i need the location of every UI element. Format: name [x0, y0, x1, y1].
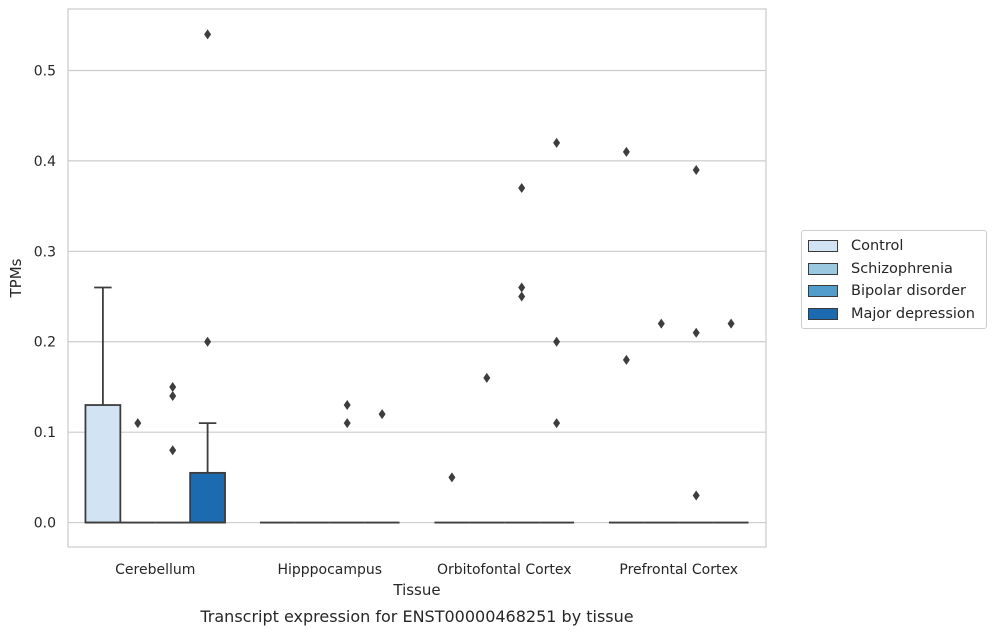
legend-item: Control	[802, 235, 986, 258]
x-tick-label: Cerebellum	[115, 562, 195, 578]
y-tick-label: 0.5	[34, 63, 56, 79]
legend-item: Bipolar disorder	[802, 280, 986, 303]
outlier-point	[553, 137, 561, 148]
x-tick-label: Hipppocampus	[277, 562, 382, 578]
outlier-point	[378, 409, 386, 420]
legend-item: Major depression	[802, 303, 986, 326]
outlier-point	[518, 183, 526, 194]
y-axis-title: TPMs	[7, 258, 25, 298]
outlier-point	[622, 354, 630, 365]
box	[84, 286, 122, 524]
box-rect	[189, 471, 226, 524]
legend-label: Bipolar disorder	[851, 283, 966, 300]
outlier-point	[204, 336, 212, 347]
box	[189, 422, 226, 524]
legend-label: Major depression	[851, 306, 975, 323]
outlier-point	[448, 472, 456, 483]
x-axis-title: Tissue	[392, 581, 440, 599]
box-rect	[84, 404, 122, 524]
y-axis-ticks: 0.0 0.1 0.2 0.3 0.4 0.5	[34, 63, 56, 531]
outlier-point	[692, 327, 700, 338]
legend-swatch	[808, 262, 838, 275]
outlier-point	[622, 146, 630, 157]
outlier-point	[169, 390, 177, 401]
legend-label: Control	[851, 238, 904, 255]
outlier-point	[343, 400, 351, 411]
legend-swatch	[808, 308, 838, 321]
legend-swatch	[808, 240, 838, 253]
y-tick-label: 0.4	[34, 154, 56, 170]
x-tick-label: Orbitofontal Cortex	[437, 562, 572, 578]
plot-area-frame	[67, 8, 767, 548]
y-tick-label: 0.3	[34, 244, 56, 260]
outlier-point	[727, 318, 735, 329]
outliers	[134, 29, 735, 501]
y-tick-label: 0.2	[34, 335, 56, 351]
x-tick-label: Prefrontal Cortex	[619, 562, 738, 578]
x-axis-ticks: Cerebellum Hipppocampus Orbitofontal Corte…	[115, 562, 738, 578]
outlier-point	[134, 418, 142, 429]
y-tick-label: 0.1	[34, 425, 56, 441]
outlier-point	[169, 381, 177, 392]
chart-caption: Transcript expression for ENST0000046825…	[199, 607, 633, 626]
outlier-point	[343, 418, 351, 429]
outlier-point	[518, 291, 526, 302]
legend: Control Schizophrenia Bipolar disorder Majo…	[801, 230, 987, 330]
outlier-point	[518, 282, 526, 293]
outlier-point	[692, 164, 700, 175]
legend-label: Schizophrenia	[851, 260, 953, 277]
legend-item: Schizophrenia	[802, 258, 986, 281]
y-tick-label: 0.0	[34, 516, 56, 532]
legend-swatch	[808, 285, 838, 298]
outlier-point	[169, 445, 177, 456]
boxes	[84, 286, 749, 524]
outlier-point	[483, 372, 491, 383]
outlier-point	[553, 336, 561, 347]
outlier-point	[657, 318, 665, 329]
outlier-point	[204, 29, 212, 40]
outlier-point	[553, 418, 561, 429]
outlier-point	[692, 490, 700, 501]
